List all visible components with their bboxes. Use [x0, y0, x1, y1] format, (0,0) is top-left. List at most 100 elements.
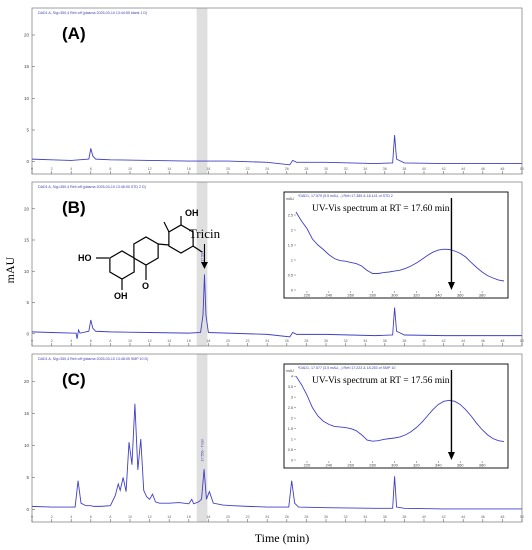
chromatogram-trace	[31, 135, 522, 166]
x-tick-label: 4	[70, 339, 72, 343]
tricin-structure	[96, 216, 203, 290]
y-tick-label: 20	[24, 379, 30, 384]
ring-c	[133, 236, 159, 266]
structure-label-oh-bottom: OH	[114, 291, 128, 301]
inset-y-tick-label: 0	[291, 288, 293, 292]
chromatogram-trace	[31, 274, 522, 339]
x-tick-label: 32	[344, 515, 348, 519]
x-tick-label: 36	[383, 339, 387, 343]
inset-x-tick-label: 240	[325, 293, 332, 298]
inset-y-tick-label: 0.5	[288, 273, 293, 277]
y-tick-label: 20	[24, 206, 30, 211]
chromatogram-trace	[31, 403, 522, 510]
y-tick-label: 5	[26, 475, 29, 480]
x-tick-label: 38	[402, 167, 406, 171]
x-tick-label: 40	[422, 515, 426, 519]
panel-frame	[31, 181, 523, 347]
inset-x-tick-label: 300	[391, 463, 398, 468]
inset-header: *DAD1, 17.577 (3.5 mAU, -) Ref=17.223 & …	[298, 366, 395, 370]
x-tick-label: 12	[148, 515, 152, 519]
panel-header: DAD1 A, Sig=350,4 Ref=off (plasma 2025-0…	[38, 185, 146, 189]
inset-y-tick-label: 1	[291, 437, 293, 441]
x-tick-label: 8	[109, 167, 111, 171]
x-tick-label: 40	[422, 339, 426, 343]
inset-x-tick-label: 340	[435, 463, 442, 468]
inset-y-tick-label: 2	[291, 228, 293, 232]
x-tick-label: 8	[109, 339, 111, 343]
inset-x-tick-label: 340	[435, 293, 442, 298]
y-tick-label: 15	[24, 64, 30, 69]
x-tick-label: 46	[481, 167, 485, 171]
peak-retention-tag: 17.594	[200, 251, 204, 262]
x-tick-label: 10	[128, 167, 132, 171]
methoxy-bond-1	[163, 221, 170, 233]
x-tick-label: 22	[246, 167, 250, 171]
panel-label: (C)	[62, 370, 86, 389]
y-tick-label: 0	[26, 159, 29, 164]
lambda-max-arrow-head	[447, 282, 455, 290]
x-tick-label: 0	[31, 167, 33, 171]
x-tick-label: 6	[90, 339, 92, 343]
uv-spectrum-trace	[295, 375, 505, 443]
x-tick-label: 48	[500, 515, 504, 519]
panel-a: DAD1 A, Sig=350,4 Ref=off (plasma 2025-0…	[24, 7, 524, 175]
x-tick-label: 20	[226, 339, 230, 343]
x-tick-label: 6	[90, 167, 92, 171]
y-tick-label: 10	[24, 269, 30, 274]
x-tick-label: 24	[265, 515, 269, 519]
x-tick-label: 44	[461, 339, 465, 343]
x-tick-label: 30	[324, 167, 328, 171]
x-tick-label: 44	[461, 167, 465, 171]
y-tick-label: 5	[26, 300, 29, 305]
panel-label: (B)	[62, 198, 86, 217]
y-tick-label: 0	[26, 507, 29, 512]
x-tick-label: 40	[422, 167, 426, 171]
panel-header: DAD1 A, Sig=350,4 Ref=off (plasma 2025-0…	[38, 357, 148, 361]
x-tick-label: 22	[246, 515, 250, 519]
x-tick-label: 10	[128, 339, 132, 343]
uv-spectrum-inset: *DAD1, 17.577 (3.5 mAU, -) Ref=17.223 & …	[283, 363, 509, 469]
ring-bond	[157, 243, 170, 246]
inset-y-tick-label: 1.5	[288, 243, 293, 247]
x-tick-label: 6	[90, 515, 92, 519]
x-tick-label: 4	[70, 515, 72, 519]
x-tick-label: 2	[51, 167, 53, 171]
methoxy-bond-2	[192, 245, 203, 253]
y-tick-label: 20	[24, 33, 30, 38]
x-tick-label: 2	[51, 339, 53, 343]
uv-spectrum-trace	[295, 211, 505, 282]
panel-c: DAD1 A, Sig=350,4 Ref=off (plasma 2025-0…	[24, 353, 524, 523]
x-tick-label: 2	[51, 515, 53, 519]
x-tick-label: 42	[442, 167, 446, 171]
x-tick-label: 28	[304, 515, 308, 519]
y-tick-label: 15	[24, 411, 30, 416]
inset-y-tick-label: 1.5	[288, 427, 293, 431]
x-tick-label: 34	[363, 515, 367, 519]
y-tick-label: 15	[24, 238, 30, 243]
x-tick-label: 14	[167, 167, 171, 171]
x-tick-label: 48	[500, 167, 504, 171]
inset-y-tick-label: 4	[291, 375, 293, 379]
structure-label-carbonyl: O	[142, 281, 149, 291]
x-tick-label: 10	[128, 515, 132, 519]
y-tick-label: 10	[24, 443, 30, 448]
x-tick-label: 46	[481, 515, 485, 519]
x-tick-label: 46	[481, 339, 485, 343]
panel-b: DAD1 A, Sig=350,4 Ref=off (plasma 2025-0…	[24, 181, 524, 347]
inset-x-tick-label: 320	[413, 293, 420, 298]
x-tick-label: 32	[344, 167, 348, 171]
inset-header: *DAD1, 17.579 (9.5 mAU, -) Ref=17.389 & …	[298, 194, 393, 198]
peak-annotation-label: Tricin	[189, 226, 221, 241]
y-tick-label: 5	[26, 128, 29, 133]
x-tick-label: 42	[442, 339, 446, 343]
inset-y-tick-label: 0.5	[288, 448, 293, 452]
peak-retention-tag: 17.559 - Tricin	[200, 439, 204, 462]
figure-y-axis-label: mAU	[3, 256, 17, 283]
x-tick-label: 24	[265, 167, 269, 171]
x-tick-label: 16	[187, 515, 191, 519]
x-tick-label: 24	[265, 339, 269, 343]
inset-y-tick-label: 2	[291, 416, 293, 420]
x-tick-label: 38	[402, 339, 406, 343]
lambda-max-arrow-head	[447, 452, 455, 460]
inset-x-tick-label: 300	[391, 293, 398, 298]
